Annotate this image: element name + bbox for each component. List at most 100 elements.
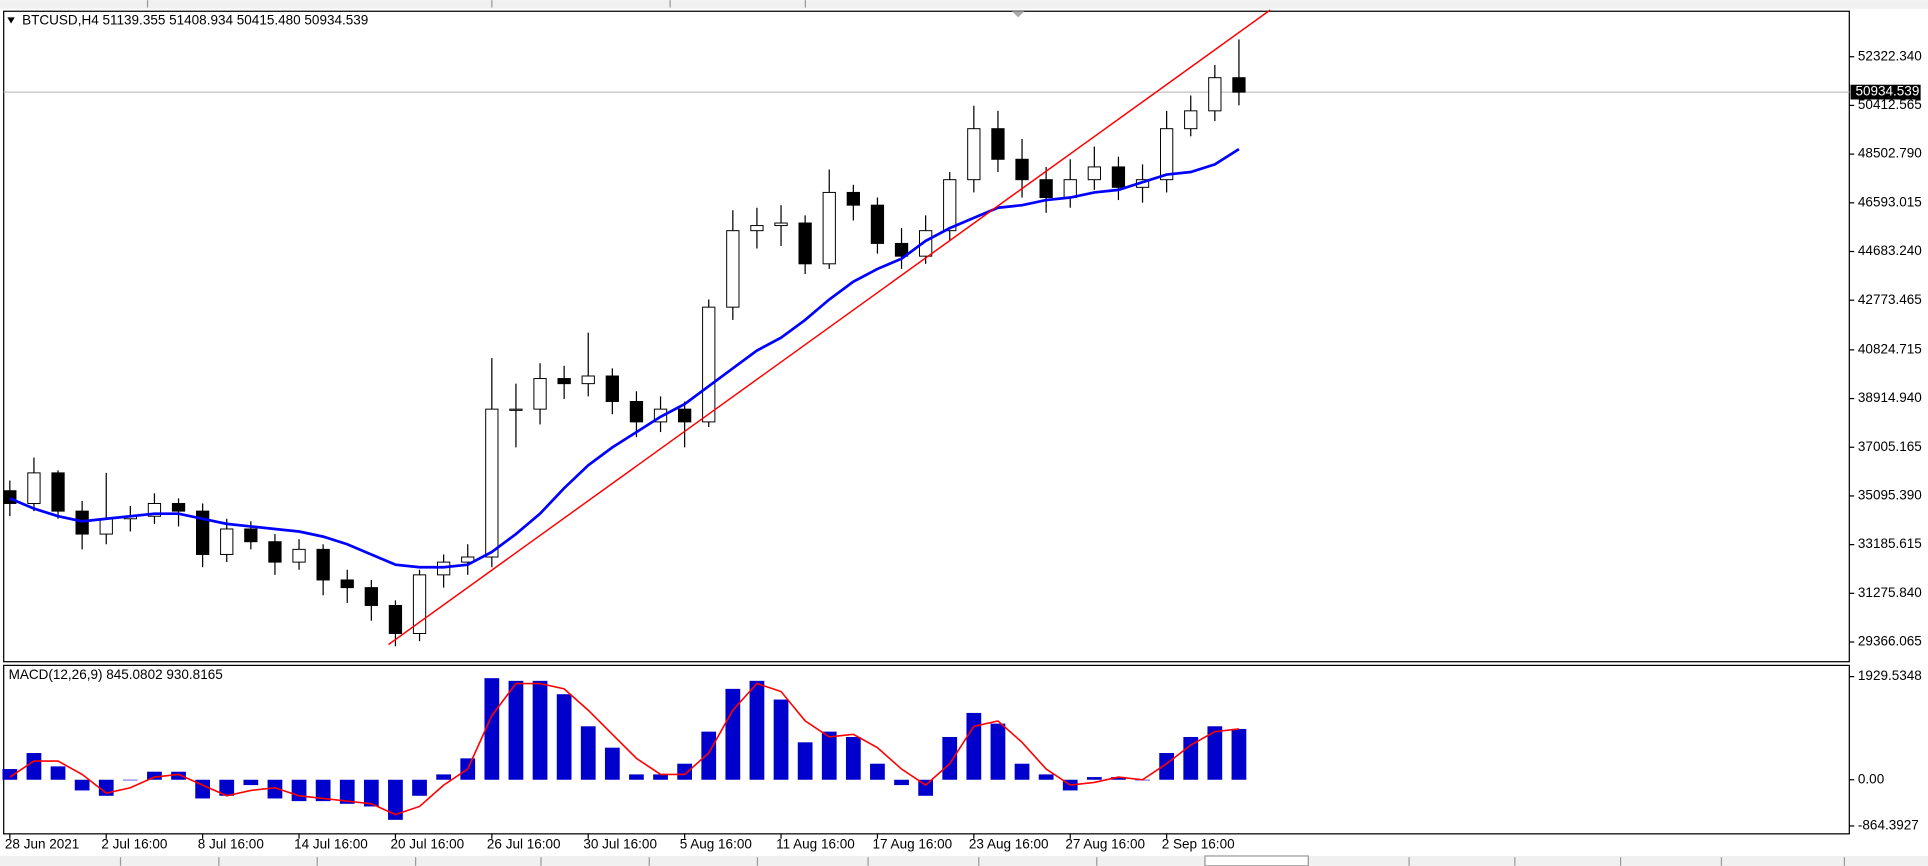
x-tick-label: 8 Jul 16:00 — [198, 836, 264, 851]
candle-body — [292, 548, 306, 563]
candle-body — [894, 242, 909, 257]
macd-window-frame — [3, 664, 1850, 835]
candle-body — [822, 191, 836, 265]
candle-body — [581, 375, 595, 385]
y-tick-label: 31275.840 — [1858, 585, 1922, 600]
y-tick-label: 44683.240 — [1858, 243, 1922, 258]
candle-body — [774, 222, 788, 227]
candle-body — [1184, 110, 1198, 130]
macd-bar — [604, 747, 620, 780]
candle-body — [1232, 77, 1246, 93]
macd-bar — [580, 726, 596, 780]
candle-body — [1063, 179, 1077, 199]
y-tick-label: 35095.390 — [1858, 488, 1922, 503]
candle-body — [702, 306, 716, 423]
macd-signal — [9, 682, 1240, 816]
menu-arrow[interactable] — [7, 17, 15, 24]
macd-bar — [1159, 753, 1175, 780]
symbol-header: BTCUSD,H4 51139.355 51408.934 50415.480 … — [22, 13, 368, 28]
candle-body — [195, 510, 210, 555]
candle-body — [1208, 77, 1222, 112]
candle-body — [846, 191, 860, 206]
last-price-box — [1850, 84, 1921, 100]
x-tick-label: 14 Jul 16:00 — [294, 836, 368, 851]
macd-bar — [918, 779, 934, 796]
macd-bar — [845, 736, 861, 780]
candle-body — [1087, 166, 1101, 181]
trend-line[interactable] — [388, 9, 1271, 646]
x-tick-label: 23 Aug 16:00 — [969, 836, 1049, 851]
candle-body — [557, 378, 571, 385]
active-tab[interactable] — [1204, 855, 1309, 866]
macd-bar — [1207, 726, 1223, 780]
candle-body — [461, 556, 475, 563]
macd-bar — [436, 774, 452, 780]
macd-bar — [50, 766, 66, 780]
y-tick-label: 50412.565 — [1858, 97, 1922, 112]
x-tick-label: 17 Aug 16:00 — [873, 836, 953, 851]
macd-bar — [508, 680, 524, 780]
top-tab-strip — [0, 0, 1928, 9]
candle-body — [726, 230, 740, 308]
candle-body — [171, 502, 186, 512]
candle-body — [677, 408, 692, 423]
macd-bar — [677, 763, 693, 780]
x-tick-label: 5 Aug 16:00 — [680, 836, 752, 851]
x-tick-label: 2 Jul 16:00 — [101, 836, 167, 851]
macd-bar — [1231, 728, 1247, 780]
candle-body — [1111, 166, 1126, 188]
macd-bar — [894, 779, 909, 786]
candle-body — [509, 408, 523, 411]
candle-body — [943, 179, 957, 232]
macd-bar — [267, 779, 283, 799]
macd-bar — [1086, 777, 1102, 780]
x-tick-label: 20 Jul 16:00 — [391, 836, 465, 851]
macd-bar — [1038, 774, 1054, 780]
candle-body — [364, 587, 378, 606]
candle-body — [918, 230, 933, 257]
macd-bar — [1111, 777, 1126, 780]
macd-bar — [749, 680, 765, 780]
macd-bar — [2, 769, 18, 780]
macd-bar — [243, 779, 259, 786]
macd-bar — [532, 680, 548, 780]
y-tick-label: 37005.165 — [1858, 439, 1922, 454]
macd-bar — [773, 699, 789, 780]
y-tick-label: 40824.715 — [1858, 341, 1922, 356]
candle-body — [412, 574, 427, 634]
macd-bar — [966, 712, 982, 780]
candle-body — [629, 401, 644, 423]
candle-body — [991, 128, 1005, 160]
candle-body — [1039, 179, 1053, 199]
candle-body — [388, 604, 403, 634]
y-tick-label: 52322.340 — [1858, 48, 1922, 63]
x-tick-label: 28 Jun 2021 — [5, 836, 79, 851]
candle-body — [268, 541, 282, 563]
candle-body — [750, 225, 764, 232]
y-tick-label: 33185.615 — [1858, 536, 1922, 551]
candle-body — [316, 548, 330, 581]
candle-body — [340, 579, 354, 589]
moving-average — [9, 147, 1240, 569]
candle-body — [870, 204, 885, 244]
x-tick-label: 2 Sep 16:00 — [1162, 836, 1235, 851]
macd-header: MACD(12,26,9) 845.0802 930.8165 — [9, 667, 223, 682]
macd-bar — [315, 779, 331, 802]
macd-bar — [653, 774, 668, 780]
y-tick-label: 1929.5348 — [1858, 668, 1922, 683]
candle-body — [798, 222, 812, 265]
macd-bar — [219, 779, 235, 796]
macd-bar — [26, 753, 42, 780]
candle-body — [220, 528, 234, 555]
candle-body — [244, 528, 258, 543]
candle-body — [1159, 128, 1174, 181]
macd-bar — [797, 742, 813, 780]
macd-bar — [556, 694, 572, 780]
macd-bar — [147, 771, 162, 780]
y-tick-label: 38914.940 — [1858, 390, 1922, 405]
macd-bar — [484, 678, 500, 780]
x-tick-label: 11 Aug 16:00 — [776, 836, 855, 851]
shift-marker[interactable] — [1011, 11, 1025, 18]
